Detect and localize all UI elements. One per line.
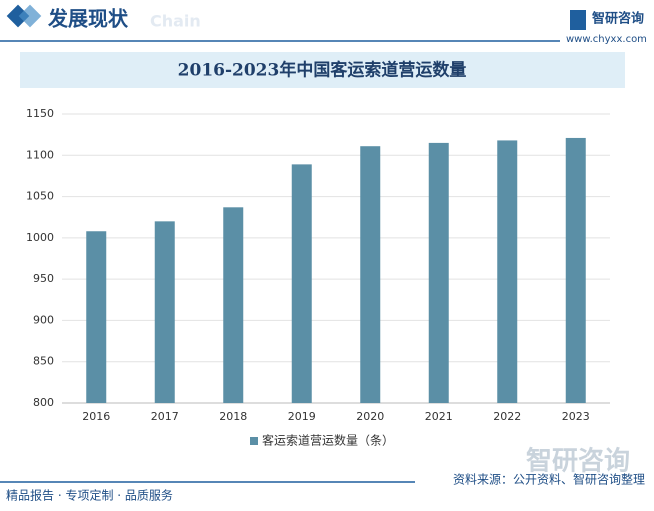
bar [86, 231, 107, 403]
legend-swatch [250, 437, 258, 445]
y-tick-label: 950 [33, 272, 54, 285]
bar [428, 142, 449, 403]
watermark: 智研咨询 [526, 446, 630, 477]
header-icon [18, 4, 42, 28]
chart-title: 2016-2023年中国客运索道营运数量 [178, 60, 467, 81]
x-tick-label: 2020 [356, 410, 384, 423]
y-tick-label: 850 [33, 355, 54, 368]
x-tick-label: 2017 [151, 410, 179, 423]
plot: 800 850 900 950 1000 1050 1100 1150 2016 2017 2018… [26, 107, 610, 448]
y-tick-label: 1150 [26, 107, 54, 120]
x-tick-label: 2019 [288, 410, 316, 423]
legend-label: 客运索道营运数量（条） [262, 433, 394, 448]
y-tick-label: 1000 [26, 231, 54, 244]
y-tick-label: 1100 [26, 148, 54, 161]
brand-name: 智研咨询 [592, 11, 644, 27]
header-title: 发展现状 [47, 7, 129, 31]
x-tick-label: 2023 [562, 410, 590, 423]
bar [497, 140, 518, 403]
bar [154, 221, 175, 403]
y-tick-label: 1050 [26, 190, 54, 203]
footer-slogan: 精品报告 · 专项定制 · 品质服务 [6, 488, 173, 503]
y-tick-label: 800 [33, 396, 54, 409]
footer-source: 资料来源：公开资料、智研咨询整理 [453, 472, 645, 487]
x-tick-label: 2021 [425, 410, 453, 423]
title-band [20, 52, 625, 88]
brand-logo [570, 10, 586, 30]
x-tick-label: 2016 [82, 410, 110, 423]
x-tick-label: 2022 [493, 410, 521, 423]
y-tick-label: 900 [33, 313, 54, 326]
bar [360, 146, 381, 403]
bar [223, 207, 244, 403]
bar [565, 137, 586, 403]
bar [291, 164, 312, 403]
x-tick-label: 2018 [219, 410, 247, 423]
header-tag: Chain [150, 12, 201, 31]
brand-url: www.chyxx.com [566, 34, 647, 45]
